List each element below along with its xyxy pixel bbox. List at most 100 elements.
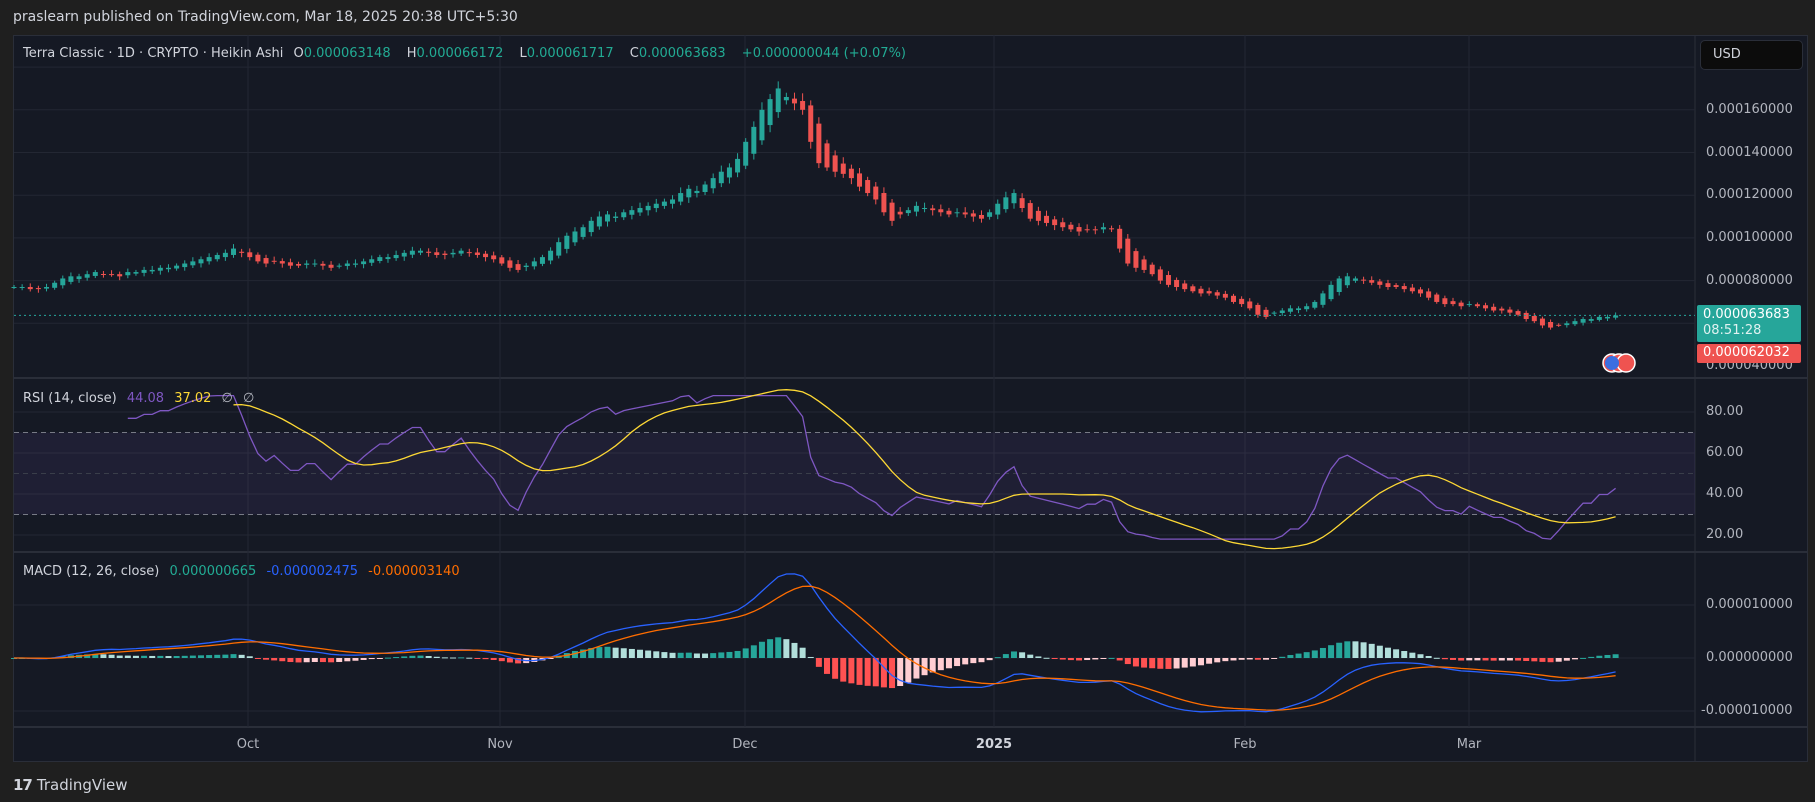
event-flags-icon [1602, 353, 1636, 373]
macd-histogram-bar [336, 658, 343, 662]
candle-body [1182, 283, 1188, 290]
chart-frame[interactable] [13, 35, 1808, 762]
rsi-title[interactable]: RSI (14, close) [23, 391, 117, 406]
candle-body [1385, 283, 1391, 288]
macd-histogram-bar [677, 652, 684, 658]
macd-histogram-bar [921, 658, 928, 676]
candle-body [1604, 316, 1610, 319]
price-tick: 0.000140000 [1706, 145, 1793, 160]
macd-histogram-bar [1035, 656, 1042, 658]
rsi-value: 44.08 [126, 391, 165, 406]
candle-body [645, 205, 651, 211]
macd-histogram-bar [1092, 658, 1099, 660]
candle-body [840, 163, 846, 174]
candle-body [1539, 318, 1545, 326]
rsi-na-value: ∅ [221, 391, 233, 406]
candle-body [800, 101, 806, 110]
candle-body [1596, 316, 1602, 320]
currency-button[interactable]: USD [1700, 40, 1803, 70]
rsi-na-value: ∅ [243, 391, 255, 406]
candle-body [938, 209, 944, 213]
candle-body [889, 202, 895, 221]
tradingview-logo[interactable]: 17 TradingView [13, 776, 128, 794]
macd-histogram-bar [222, 654, 229, 658]
macd-signal-value: -0.000003140 [368, 564, 460, 579]
macd-histogram-bar [197, 655, 204, 658]
candle-body [491, 255, 497, 260]
candle-body [978, 214, 984, 219]
macd-histogram-bar [1490, 658, 1497, 661]
macd-histogram-bar [1360, 642, 1367, 658]
macd-histogram-bar [303, 658, 310, 663]
macd-histogram-bar [141, 655, 148, 658]
candle-body [450, 252, 456, 255]
macd-histogram-bar [889, 658, 896, 689]
prev-close-label: 0.000062032 [1697, 344, 1801, 363]
macd-histogram-bar [1547, 658, 1554, 663]
candle-body [352, 263, 358, 265]
candle-body [1564, 323, 1570, 326]
candle-body [1027, 203, 1033, 219]
rsi-background [14, 432, 1695, 515]
macd-histogram-bar [986, 658, 993, 661]
candle-body [1117, 228, 1123, 249]
macd-histogram-bar [1336, 642, 1343, 658]
candle-body [239, 251, 245, 253]
macd-histogram-bar [1230, 658, 1237, 661]
macd-title[interactable]: MACD (12, 26, close) [23, 564, 160, 579]
candle-body [165, 267, 171, 270]
symbol-title[interactable]: Terra Classic · 1D · CRYPTO · Heikin Ash… [23, 46, 284, 61]
macd-histogram-bar [702, 653, 709, 658]
macd-histogram-bar [685, 652, 692, 658]
macd-histogram-bar [287, 658, 294, 663]
macd-histogram-bar [1580, 657, 1587, 659]
macd-histogram-bar [1157, 658, 1164, 669]
macd-histogram-bar [596, 647, 603, 658]
candle-body [1084, 229, 1090, 231]
macd-histogram-bar [1319, 647, 1326, 658]
candles [11, 81, 1695, 330]
macd-histogram-bar [1303, 652, 1310, 658]
candle-body [1352, 278, 1358, 281]
candle-body [1198, 288, 1204, 294]
macd-histogram-bar [433, 656, 440, 658]
macd-histogram-bar [1067, 658, 1074, 661]
macd-histogram-bar [1287, 655, 1294, 658]
rsi-tick: 60.00 [1706, 445, 1744, 460]
macd-histogram-bar [246, 656, 253, 658]
macd-histogram-bar [515, 658, 522, 664]
candle-body [1076, 227, 1082, 232]
low-value: 0.000061717 [526, 46, 614, 61]
candle-body [556, 242, 562, 256]
macd-histogram-bar [1311, 650, 1318, 658]
rsi-lines [127, 389, 1616, 550]
candle-body [1214, 292, 1220, 296]
candle-body [572, 231, 578, 243]
macd-histogram-bar [1409, 652, 1416, 658]
candle-body [881, 193, 887, 213]
macd-histogram-bar [758, 641, 765, 658]
macd-histogram-bar [897, 658, 904, 687]
candle-body [1231, 295, 1236, 302]
candle-body [653, 203, 659, 209]
candle-body [1474, 304, 1480, 307]
candle-body [1556, 324, 1562, 326]
candle-body [848, 168, 854, 179]
candle-body [60, 278, 66, 286]
candle-body [1133, 251, 1139, 268]
candle-body [19, 287, 25, 289]
candle-body [52, 282, 58, 288]
candle-body [1296, 308, 1302, 311]
macd-histogram-bar [1604, 654, 1611, 658]
candle-body [1548, 322, 1554, 328]
candle-body [670, 199, 676, 204]
candle-body [1344, 276, 1350, 286]
macd-histogram-bar [571, 651, 578, 658]
candle-body [1336, 278, 1342, 292]
macd-histogram-bar [1515, 658, 1522, 661]
macd-histogram-bar [1002, 654, 1009, 658]
candle-body [1312, 301, 1318, 308]
macd-histogram-bar [319, 658, 326, 663]
macd-histogram-bar [173, 656, 180, 658]
